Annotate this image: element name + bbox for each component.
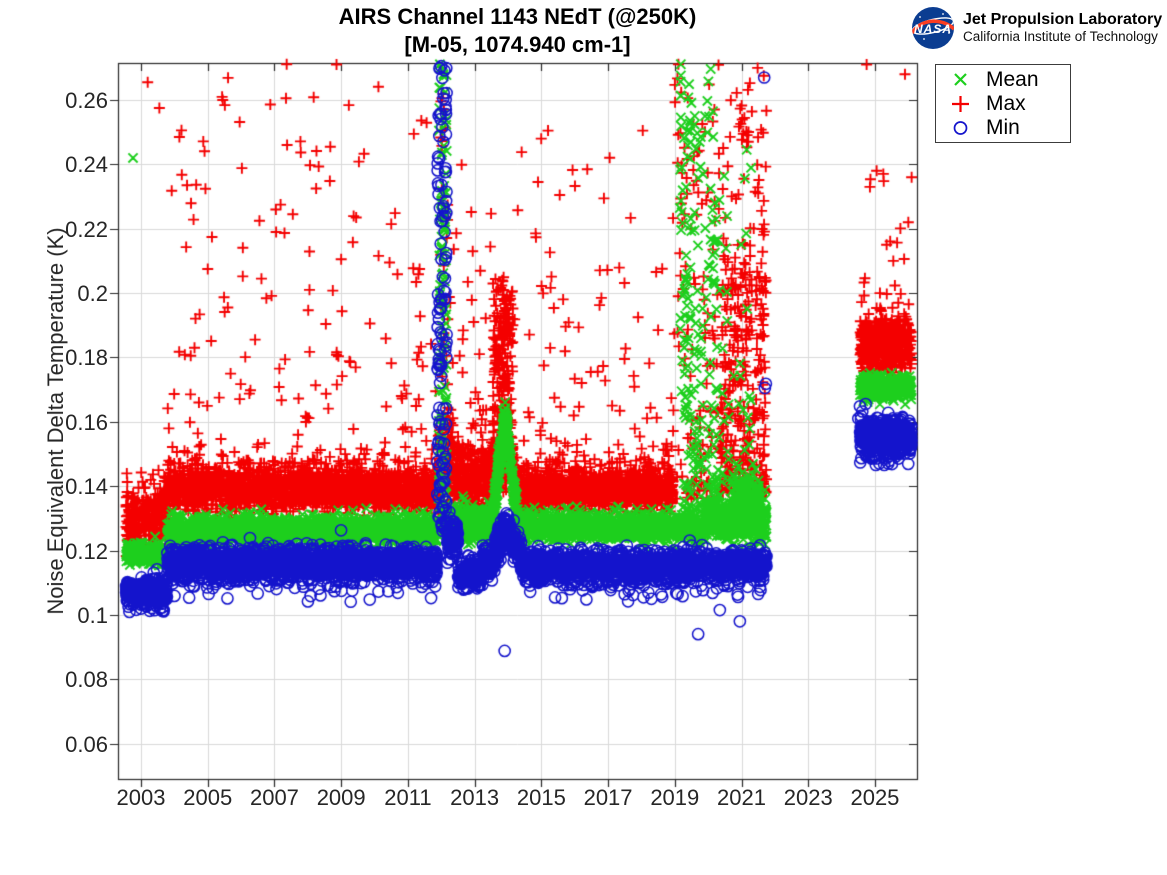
y-tick-label: 0.26: [65, 88, 108, 113]
y-tick-label: 0.16: [65, 409, 108, 435]
x-tick-label: 2017: [583, 785, 633, 810]
y-tick-label: 0.12: [65, 538, 108, 564]
y-tick-label: 0.06: [65, 731, 108, 757]
chart-subtitle: [M-05, 1074.940 cm-1]: [404, 32, 631, 57]
chart-title-block: AIRS Channel 1143 NEdT (@250K) [M-05, 10…: [118, 3, 917, 59]
y-tick-label: 0.18: [65, 345, 108, 371]
max-marker-icon: [952, 96, 969, 112]
y-tick-label: 0.08: [65, 667, 108, 693]
legend-item-mean: Mean: [936, 68, 1070, 92]
jpl-wordmark: Jet Propulsion Laboratory: [963, 10, 1163, 28]
x-tick-label: 2021: [717, 785, 766, 810]
x-tick-label: 2009: [316, 785, 366, 810]
legend-label-min: Min: [986, 116, 1020, 139]
x-tick-label: 2015: [516, 785, 566, 810]
min-marker-icon: [953, 121, 968, 135]
legend-label-mean: Mean: [986, 68, 1039, 91]
x-tick-label: 2011: [384, 785, 432, 810]
nasa-logo-icon: NASA: [912, 7, 954, 49]
x-tick-label: 2003: [116, 785, 166, 810]
nasa-logo-text: NASA: [914, 22, 952, 36]
mean-marker-icon: [954, 73, 967, 86]
x-tick-label: 2005: [183, 785, 233, 810]
jpl-logo-block: NASA Jet Propulsion Laboratory Californi…: [910, 5, 1162, 51]
caltech-subtitle: California Institute of Technology: [963, 29, 1158, 45]
legend: Mean Max Min: [935, 64, 1071, 143]
y-tick-label: 0.2: [77, 281, 108, 307]
y-tick-label: 0.24: [65, 152, 108, 178]
y-tick-label: 0.22: [65, 216, 108, 242]
x-tick-label: 2023: [783, 785, 833, 810]
legend-item-min: Min: [936, 116, 1070, 140]
legend-label-max: Max: [986, 92, 1026, 115]
legend-item-max: Max: [936, 92, 1070, 116]
y-tick-label: 0.1: [77, 602, 108, 628]
y-tick-label: 0.14: [65, 474, 108, 500]
x-tick-label: 2019: [650, 785, 700, 810]
x-tick-label: 2007: [249, 785, 299, 810]
x-tick-label: 2025: [850, 785, 900, 810]
x-tick-label: 2013: [450, 785, 500, 810]
chart-title: AIRS Channel 1143 NEdT (@250K): [338, 4, 697, 29]
